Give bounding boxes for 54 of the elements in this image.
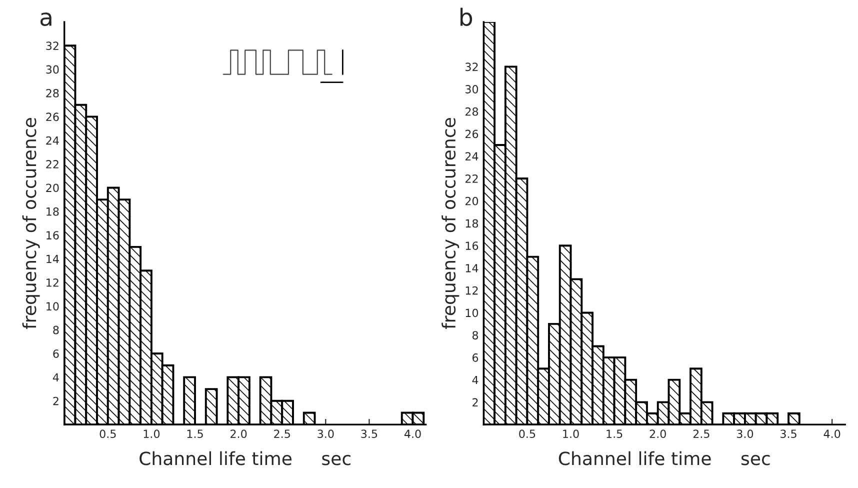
x-tick-label: 1.5 bbox=[606, 430, 622, 438]
y-tick-label: 30 bbox=[466, 85, 478, 94]
y-tick-label: 16 bbox=[466, 242, 478, 250]
y-tick-label: 2 bbox=[472, 398, 478, 406]
x-tick-label: 0.5 bbox=[519, 430, 536, 438]
y-tick-label: 10 bbox=[466, 308, 478, 318]
y-tick-label: 4 bbox=[52, 373, 59, 382]
x-tick-label: 1.5 bbox=[187, 430, 203, 438]
y-tick-label: 4 bbox=[472, 376, 478, 384]
x-tick-label: 2.0 bbox=[650, 430, 666, 438]
x-axis-title: Channel life time sec bbox=[558, 451, 770, 466]
y-axis-title: frequency of occurence bbox=[442, 118, 460, 330]
y-tick-label: 24 bbox=[465, 152, 478, 160]
y-tick-label: 14 bbox=[466, 264, 478, 272]
y-tick-label: 26 bbox=[465, 130, 478, 138]
y-tick-label: 6 bbox=[53, 349, 59, 358]
x-tick-label: 1.0 bbox=[144, 430, 160, 438]
y-tick-label: 32 bbox=[46, 42, 58, 50]
y-tick-label: 24 bbox=[46, 136, 59, 145]
chart-title: a bbox=[40, 12, 52, 26]
y-tick-label: 22 bbox=[465, 174, 478, 183]
x-tick-label: 1.0 bbox=[563, 430, 579, 438]
y-axis-title: frequency of occurence bbox=[22, 118, 40, 330]
x-tick-label: 2.5 bbox=[274, 430, 290, 438]
x-tick-label: 3.5 bbox=[361, 430, 378, 438]
x-tick-label: 4.0 bbox=[824, 430, 840, 438]
x-tick-label: 0.5 bbox=[100, 430, 116, 438]
y-tick-label: 28 bbox=[46, 88, 59, 98]
x-axis-title: Channel life time sec bbox=[140, 451, 350, 466]
y-tick-label: 16 bbox=[46, 231, 59, 240]
y-tick-label: 12 bbox=[46, 278, 58, 287]
x-tick-label: 3.0 bbox=[318, 430, 334, 438]
y-tick-label: 18 bbox=[466, 219, 478, 228]
y-tick-label: 28 bbox=[465, 107, 478, 116]
y-tick-label: 10 bbox=[46, 302, 59, 311]
y-tick-label: 8 bbox=[472, 331, 478, 340]
y-tick-label: 14 bbox=[46, 254, 59, 264]
y-tick-label: 22 bbox=[46, 160, 58, 168]
x-tick-label: 2.0 bbox=[230, 430, 247, 438]
x-tick-label: 3.5 bbox=[780, 430, 796, 438]
y-tick-label: 12 bbox=[466, 286, 478, 295]
y-tick-label: 20 bbox=[465, 196, 478, 206]
x-tick-label: 3.0 bbox=[736, 430, 754, 438]
y-tick-label: 2 bbox=[53, 396, 58, 406]
y-tick-label: 6 bbox=[472, 353, 478, 362]
y-tick-label: 18 bbox=[46, 207, 59, 216]
x-tick-label: 4.0 bbox=[404, 430, 421, 438]
y-tick-label: 32 bbox=[466, 62, 478, 72]
y-tick-label: 26 bbox=[46, 112, 59, 122]
x-tick-label: 2.5 bbox=[693, 430, 710, 438]
y-tick-label: 8 bbox=[53, 326, 59, 334]
chart-title: b bbox=[460, 8, 472, 26]
y-tick-label: 30 bbox=[46, 65, 59, 74]
y-tick-label: 20 bbox=[46, 184, 59, 192]
